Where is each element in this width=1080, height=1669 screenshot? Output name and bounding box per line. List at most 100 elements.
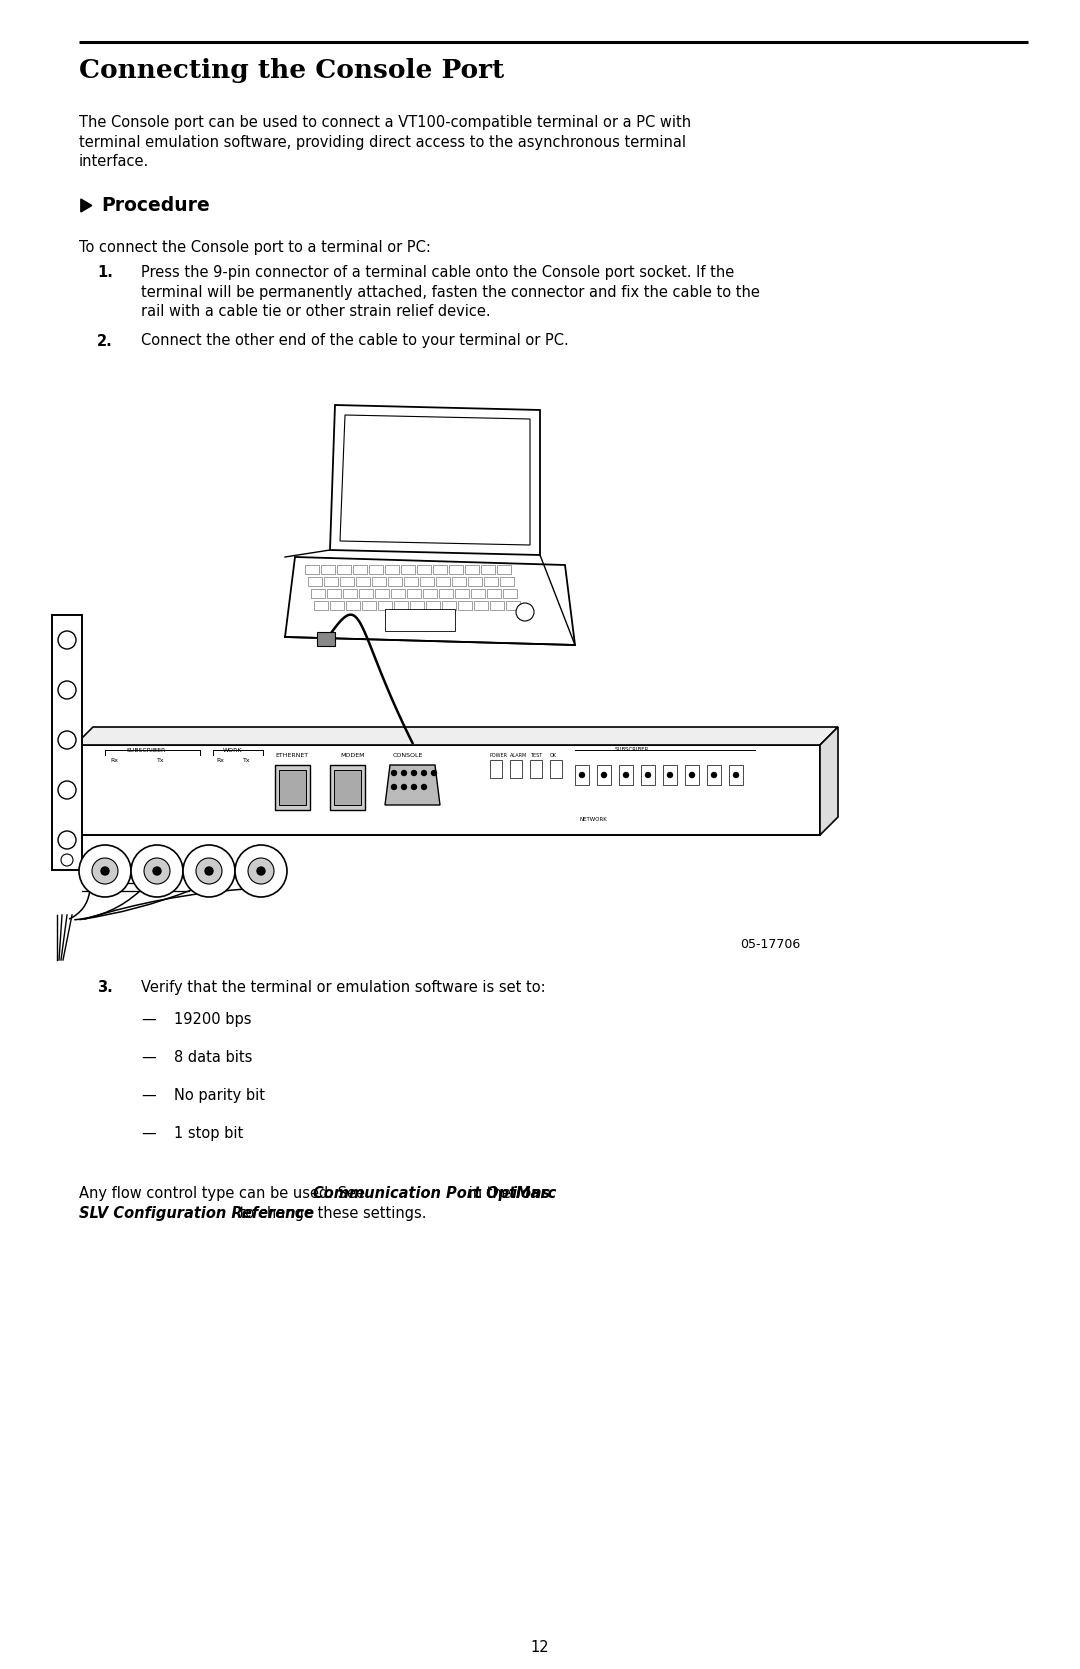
- Bar: [455, 589, 469, 598]
- Circle shape: [248, 858, 274, 885]
- Bar: [343, 589, 357, 598]
- Text: 12: 12: [530, 1641, 550, 1656]
- Bar: [52, 614, 82, 870]
- Circle shape: [58, 831, 76, 850]
- Text: To connect the Console port to a terminal or PC:: To connect the Console port to a termina…: [79, 240, 431, 255]
- Bar: [391, 589, 405, 598]
- Text: ALARM: ALARM: [510, 753, 527, 758]
- Bar: [642, 764, 654, 784]
- Bar: [404, 577, 418, 586]
- Circle shape: [235, 845, 287, 896]
- Bar: [436, 577, 450, 586]
- Bar: [324, 577, 338, 586]
- Text: iMarc: iMarc: [512, 1187, 557, 1202]
- Bar: [318, 633, 335, 646]
- Text: SLV Configuration Reference: SLV Configuration Reference: [79, 1205, 314, 1220]
- Text: 1 stop bit: 1 stop bit: [174, 1127, 243, 1142]
- Bar: [359, 589, 373, 598]
- Text: 1.: 1.: [97, 265, 112, 280]
- Bar: [530, 759, 542, 778]
- Circle shape: [58, 731, 76, 749]
- Bar: [438, 589, 453, 598]
- Circle shape: [92, 858, 118, 885]
- Bar: [311, 589, 325, 598]
- Text: terminal will be permanently attached, fasten the connector and fix the cable to: terminal will be permanently attached, f…: [140, 284, 759, 299]
- Circle shape: [58, 681, 76, 699]
- Bar: [685, 764, 699, 784]
- Bar: [423, 589, 437, 598]
- Bar: [372, 577, 386, 586]
- Bar: [433, 566, 447, 574]
- Circle shape: [205, 866, 213, 875]
- Bar: [449, 566, 463, 574]
- Bar: [663, 764, 677, 784]
- Circle shape: [402, 784, 406, 789]
- Bar: [575, 764, 589, 784]
- Text: rail with a cable tie or other strain relief device.: rail with a cable tie or other strain re…: [140, 304, 490, 319]
- Text: Verify that the terminal or emulation software is set to:: Verify that the terminal or emulation so…: [140, 980, 545, 995]
- Text: 19200 bps: 19200 bps: [174, 1011, 252, 1026]
- Text: Rx: Rx: [110, 758, 118, 763]
- Circle shape: [402, 771, 406, 776]
- Text: NETWORK: NETWORK: [580, 818, 608, 823]
- Bar: [384, 566, 399, 574]
- Circle shape: [391, 771, 396, 776]
- Bar: [321, 566, 335, 574]
- Bar: [346, 601, 360, 609]
- Text: 05-17706: 05-17706: [740, 938, 800, 951]
- Circle shape: [411, 771, 417, 776]
- Bar: [334, 769, 361, 804]
- Bar: [453, 577, 465, 586]
- Text: Communication Port Options: Communication Port Options: [313, 1187, 550, 1202]
- Circle shape: [257, 866, 265, 875]
- Bar: [356, 577, 370, 586]
- Polygon shape: [340, 416, 530, 546]
- Circle shape: [580, 773, 584, 778]
- Text: Press the 9-pin connector of a terminal cable onto the Console port socket. If t: Press the 9-pin connector of a terminal …: [140, 265, 734, 280]
- Bar: [394, 601, 408, 609]
- Text: SUBSCRIBER: SUBSCRIBER: [127, 748, 166, 753]
- Circle shape: [516, 603, 534, 621]
- Bar: [487, 589, 501, 598]
- Bar: [330, 764, 365, 809]
- Text: POWER: POWER: [490, 753, 508, 758]
- Circle shape: [421, 784, 427, 789]
- Polygon shape: [75, 728, 838, 744]
- Text: in the: in the: [463, 1187, 515, 1202]
- Text: —: —: [140, 1011, 156, 1026]
- Bar: [369, 566, 383, 574]
- Polygon shape: [820, 728, 838, 834]
- Bar: [490, 759, 502, 778]
- Bar: [490, 601, 504, 609]
- Bar: [330, 601, 345, 609]
- Polygon shape: [75, 744, 820, 834]
- Text: MODEM: MODEM: [340, 753, 365, 758]
- Bar: [420, 577, 434, 586]
- Text: SUBSCRIBER: SUBSCRIBER: [615, 748, 649, 753]
- Text: The Console port can be used to connect a VT100-compatible terminal or a PC with: The Console port can be used to connect …: [79, 115, 691, 130]
- Text: —: —: [140, 1050, 156, 1065]
- Text: 3.: 3.: [97, 980, 112, 995]
- Circle shape: [79, 845, 131, 896]
- Bar: [471, 589, 485, 598]
- Text: Rx: Rx: [216, 758, 224, 763]
- Circle shape: [411, 784, 417, 789]
- Text: —: —: [140, 1127, 156, 1142]
- Bar: [507, 601, 519, 609]
- Text: Connecting the Console Port: Connecting the Console Port: [79, 58, 504, 83]
- Bar: [410, 601, 424, 609]
- Text: OK: OK: [550, 753, 557, 758]
- Circle shape: [60, 855, 73, 866]
- Bar: [305, 566, 319, 574]
- Bar: [417, 566, 431, 574]
- Circle shape: [667, 773, 673, 778]
- Bar: [458, 601, 472, 609]
- Bar: [503, 589, 517, 598]
- Bar: [484, 577, 498, 586]
- Bar: [497, 566, 511, 574]
- Bar: [474, 601, 488, 609]
- Bar: [707, 764, 721, 784]
- Bar: [314, 601, 328, 609]
- Polygon shape: [285, 557, 575, 644]
- Circle shape: [391, 784, 396, 789]
